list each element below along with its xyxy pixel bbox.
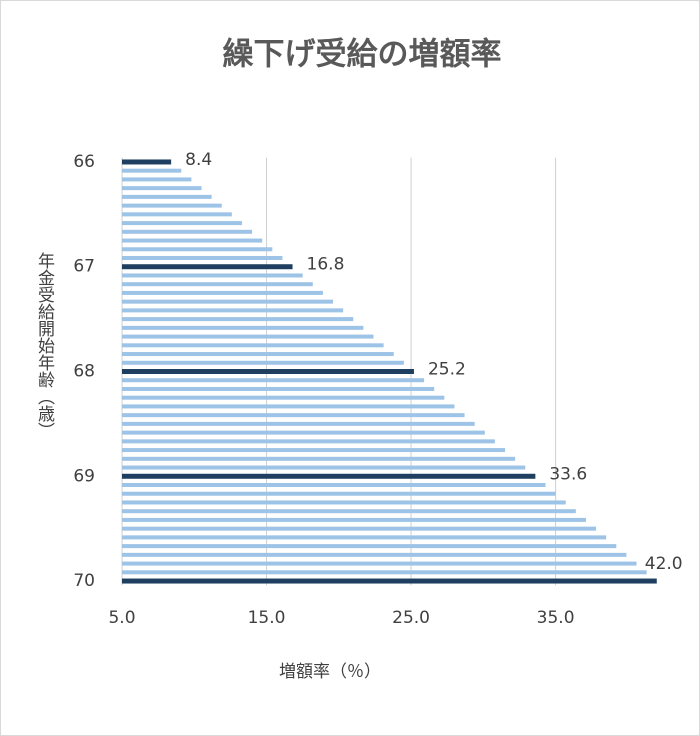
y-tick-label: 70 (73, 571, 95, 591)
bar (122, 299, 334, 304)
y-tick-label: 66 (73, 152, 95, 172)
bar (122, 378, 425, 383)
bar (122, 264, 293, 270)
bar (122, 473, 536, 479)
value-label: 8.4 (185, 150, 212, 170)
bar (122, 159, 172, 165)
bar (122, 308, 344, 313)
x-tick-label: 15.0 (248, 608, 286, 628)
bar (122, 343, 384, 348)
bar (122, 448, 506, 453)
bar (122, 404, 455, 409)
y-tick-label: 67 (73, 257, 95, 277)
bar (122, 395, 445, 400)
bar (122, 561, 637, 566)
bar (122, 386, 435, 391)
bar (122, 194, 212, 199)
bar (122, 317, 354, 322)
bar (122, 247, 273, 252)
bar (122, 421, 475, 426)
bar (122, 570, 647, 575)
bar (122, 482, 546, 487)
bar (122, 282, 313, 287)
bar (122, 509, 576, 514)
x-tick-label: 25.0 (392, 608, 430, 628)
bar (122, 544, 617, 549)
bar (122, 177, 192, 182)
bar (122, 369, 414, 374)
bar (122, 526, 597, 531)
value-label: 33.6 (549, 464, 587, 484)
bar (122, 500, 566, 505)
value-label: 25.2 (428, 360, 466, 380)
chart-title: 繰下げ受給の増額率 (223, 37, 502, 73)
bar (122, 238, 263, 243)
x-tick-label: 5.0 (108, 608, 135, 628)
value-label: 16.8 (307, 255, 345, 275)
bar (122, 290, 323, 295)
bar (122, 352, 394, 357)
bar (122, 221, 242, 226)
bar (122, 325, 364, 330)
bar (122, 203, 222, 208)
bar (122, 430, 485, 435)
bar (122, 334, 374, 339)
bar (122, 552, 627, 557)
bar (122, 578, 657, 584)
bar (122, 439, 495, 444)
bar (122, 229, 253, 234)
bar (122, 465, 526, 470)
y-tick-label: 68 (73, 362, 95, 382)
y-tick-label: 69 (73, 466, 95, 486)
bar (122, 360, 404, 365)
bar (122, 168, 182, 173)
value-label: 42.0 (645, 554, 683, 574)
bar (122, 273, 303, 278)
bar (122, 186, 202, 191)
x-axis-label: 増額率（％） (279, 662, 381, 682)
bar (122, 517, 586, 522)
bar (122, 256, 283, 261)
bar (122, 212, 232, 217)
bar (122, 535, 607, 540)
x-tick-label: 35.0 (537, 608, 575, 628)
bar (122, 491, 556, 496)
bar (122, 413, 465, 418)
y-axis-label: 年金受給開始年齢（歳） (34, 252, 55, 439)
bar (122, 456, 516, 461)
